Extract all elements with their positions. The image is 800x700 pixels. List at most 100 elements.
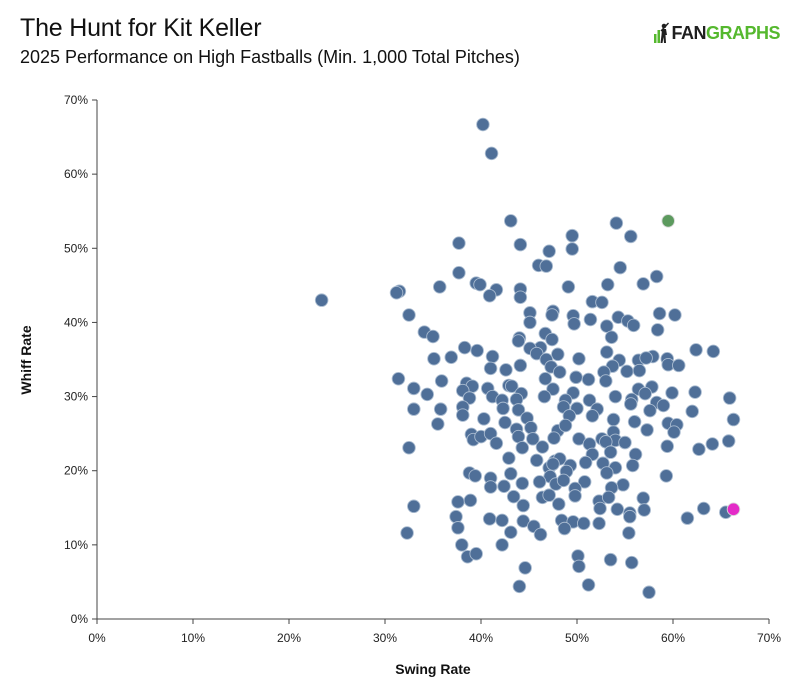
highlight-point-green (661, 214, 675, 228)
data-point (668, 308, 682, 322)
data-point (533, 527, 548, 542)
data-point (558, 418, 573, 433)
data-point (600, 319, 614, 333)
data-point (551, 347, 565, 362)
data-point (622, 526, 636, 540)
data-point (482, 512, 497, 526)
data-point (518, 561, 532, 575)
data-point (637, 503, 651, 517)
data-point (643, 403, 657, 418)
data-point (567, 317, 581, 331)
data-point (557, 521, 572, 536)
data-point (583, 312, 598, 327)
data-point (524, 420, 538, 435)
data-point (565, 242, 579, 256)
data-point (455, 538, 469, 552)
data-point (578, 455, 593, 470)
data-point (616, 478, 630, 492)
y-axis-ticks: 0% 10% 20% 30% 40% 50% 60% 70% (64, 93, 97, 626)
data-point (515, 440, 530, 455)
data-point (585, 409, 600, 423)
data-point (515, 476, 530, 491)
logo-fan-text: FAN (671, 22, 706, 43)
data-point (642, 585, 656, 600)
highlight-point-magenta (726, 502, 741, 517)
data-point (582, 393, 597, 408)
data-point (627, 415, 642, 429)
data-point (457, 340, 472, 355)
data-point (468, 469, 482, 483)
data-point (470, 343, 484, 358)
data-point (402, 308, 416, 322)
data-point (407, 381, 421, 396)
data-point (420, 387, 434, 402)
data-point (539, 259, 554, 273)
data-point (568, 489, 582, 503)
data-point (532, 475, 547, 489)
data-point (469, 547, 483, 561)
y-tick-label: 10% (64, 538, 88, 552)
y-tick-label: 40% (64, 315, 88, 329)
data-point (314, 293, 329, 307)
data-point (565, 228, 579, 243)
data-point (722, 391, 737, 405)
data-point (628, 447, 643, 462)
data-point (498, 415, 512, 430)
data-point (391, 372, 406, 386)
data-point (545, 308, 559, 322)
data-point (529, 346, 544, 361)
data-point (576, 516, 591, 531)
data-point (546, 457, 560, 471)
data-point (506, 489, 521, 504)
data-point (434, 374, 449, 388)
data-point (606, 412, 621, 427)
data-point (706, 344, 721, 359)
data-point (456, 408, 470, 422)
data-point (513, 358, 528, 373)
data-point (451, 521, 465, 535)
data-point (444, 350, 458, 365)
data-point (512, 579, 527, 594)
data-point (433, 402, 448, 416)
data-point (427, 352, 441, 366)
data-point (538, 372, 553, 386)
data-point (613, 260, 627, 275)
x-tick-label: 40% (469, 631, 493, 645)
data-point (689, 343, 703, 357)
data-point (624, 397, 638, 411)
data-point (451, 495, 465, 509)
data-point (600, 466, 614, 480)
data-point (523, 315, 537, 330)
data-point (624, 555, 639, 570)
data-point (685, 404, 699, 419)
data-point (705, 437, 720, 451)
data-point (476, 117, 490, 132)
data-point (402, 440, 416, 455)
data-point (620, 364, 634, 379)
y-tick-label: 20% (64, 464, 88, 478)
data-point (680, 511, 695, 525)
data-point (513, 290, 528, 304)
data-point (665, 386, 679, 400)
data-point (489, 436, 504, 451)
data-point (483, 361, 498, 376)
data-point (545, 332, 559, 347)
data-point (499, 363, 513, 377)
data-point (504, 214, 518, 228)
data-point (535, 440, 550, 454)
data-point (592, 516, 606, 531)
data-point (638, 386, 652, 401)
data-point (625, 458, 640, 473)
data-point (513, 237, 528, 252)
batter-icon (654, 22, 670, 43)
data-point (656, 398, 671, 413)
data-point (526, 432, 540, 446)
data-point (581, 578, 596, 592)
data-point (484, 146, 499, 161)
data-point (696, 501, 711, 516)
data-point (667, 425, 681, 439)
data-point (603, 552, 618, 567)
y-tick-label: 0% (71, 612, 89, 626)
data-point (485, 349, 500, 364)
logo-graphs-text: GRAPHS (705, 22, 781, 43)
